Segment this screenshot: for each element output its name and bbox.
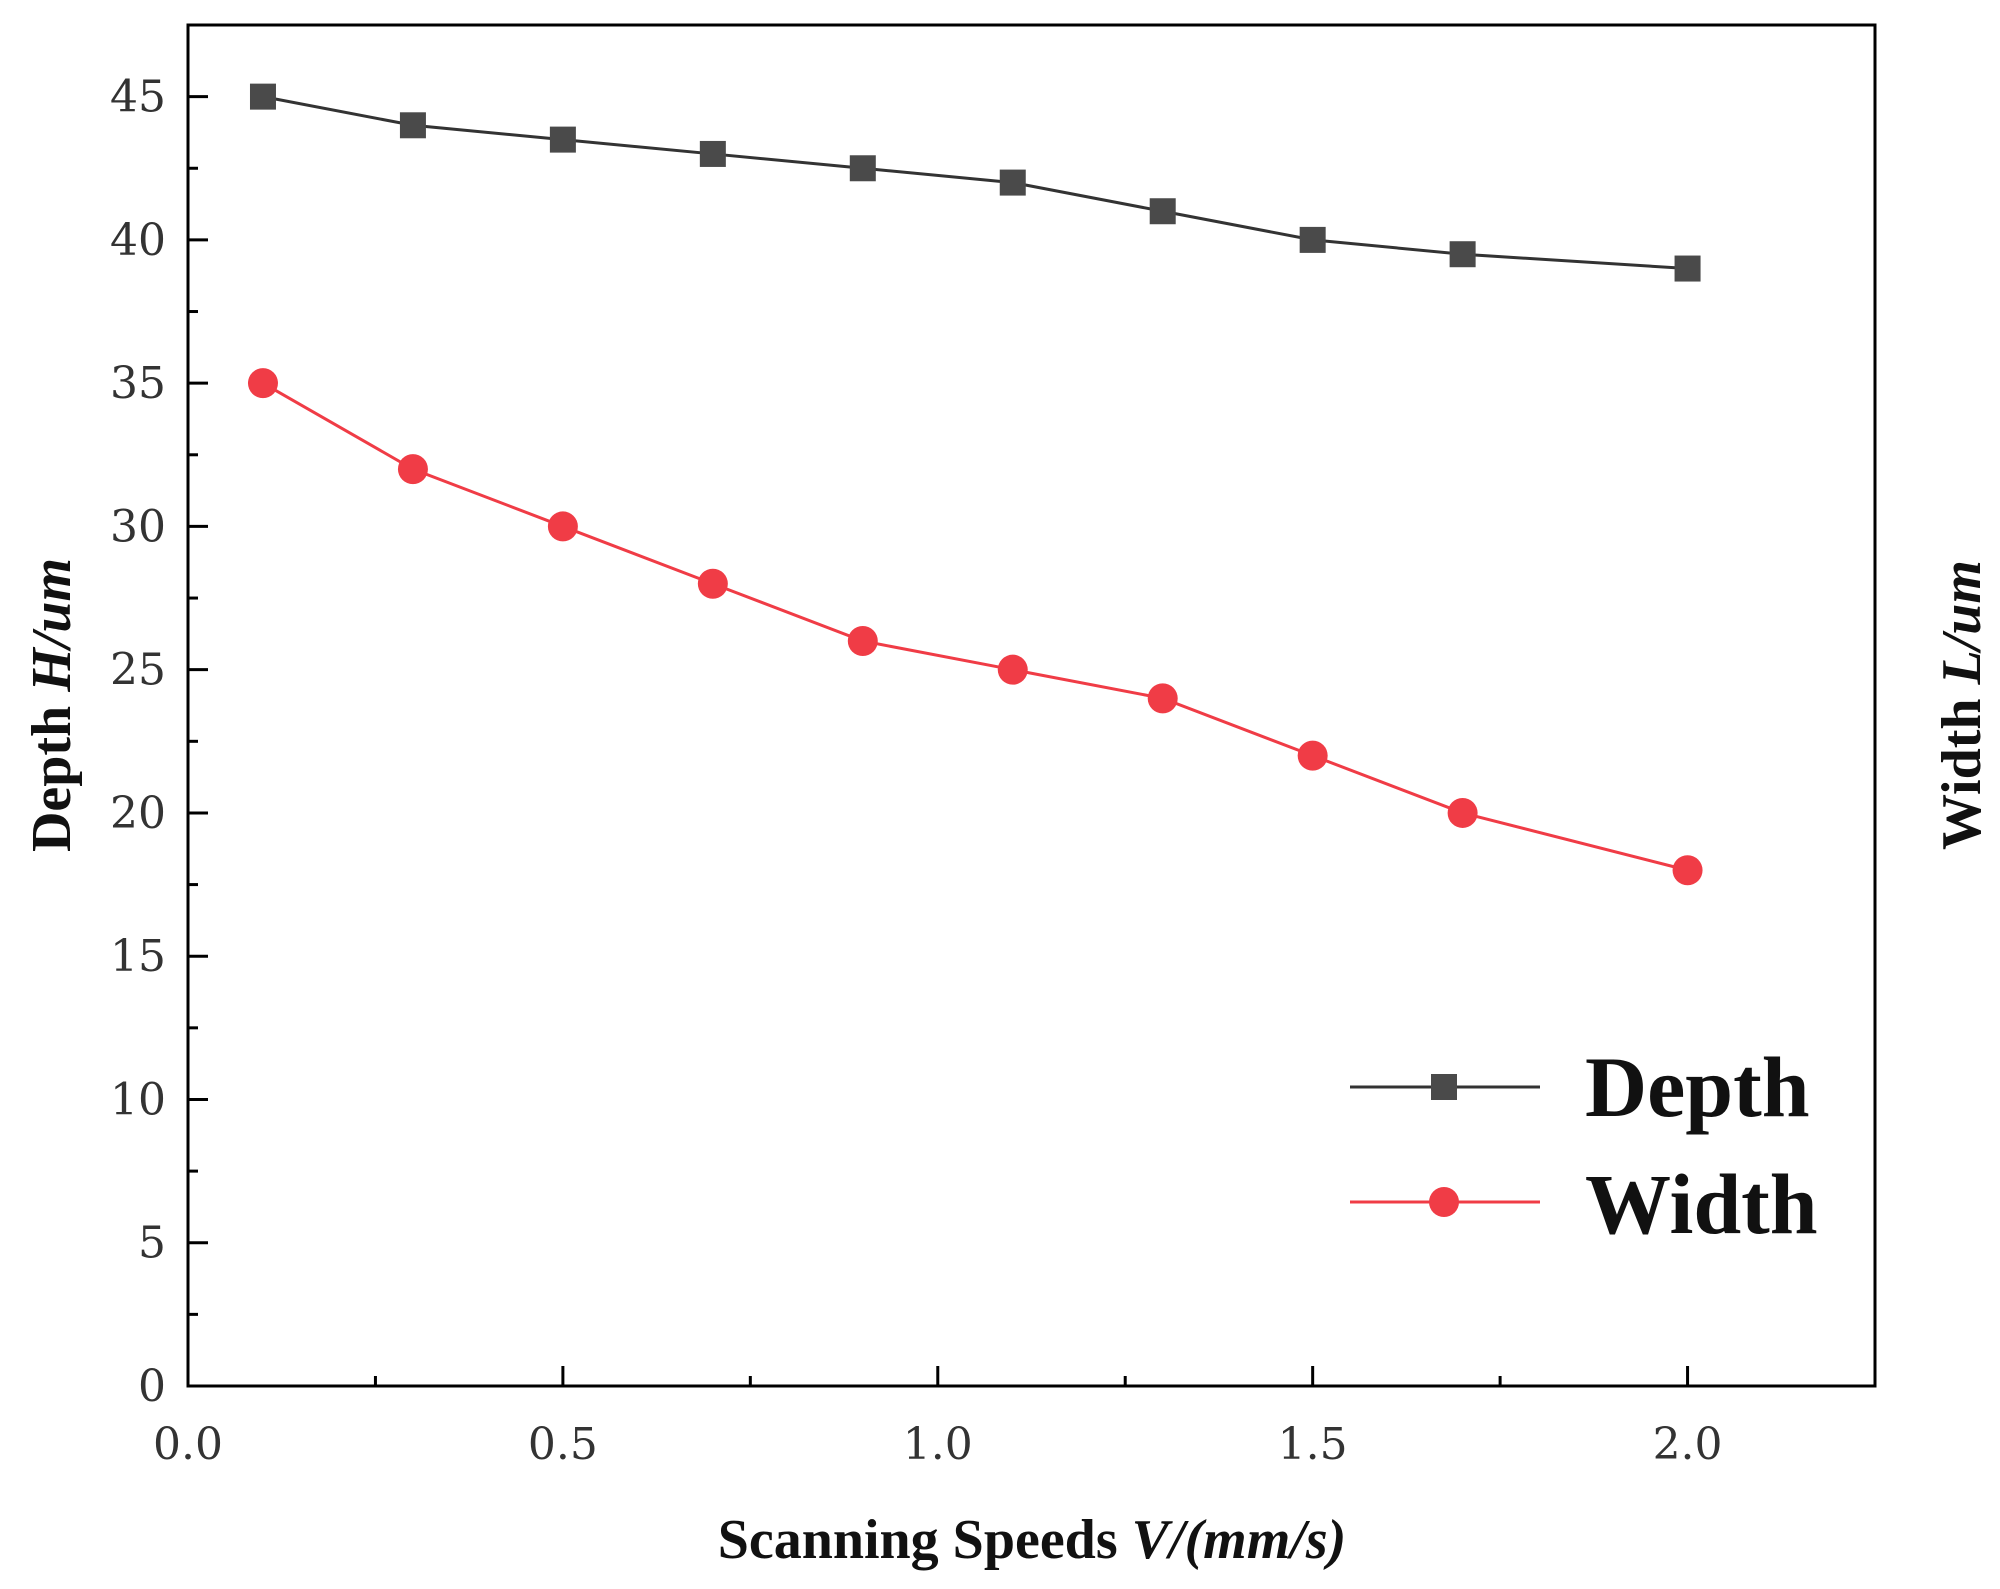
- width-point: [247, 368, 278, 399]
- depth-point: [699, 140, 726, 167]
- width-point: [397, 454, 428, 485]
- legend-depth-marker: [1431, 1074, 1457, 1100]
- width-point: [847, 626, 878, 657]
- legend-item-width: Width: [1350, 1156, 1818, 1252]
- depth-point: [1449, 241, 1476, 268]
- width-point: [697, 568, 728, 599]
- y-tick-label: 25: [110, 645, 166, 696]
- y-tick-label: 35: [110, 358, 166, 409]
- y-tick-label: 45: [110, 72, 166, 123]
- y-tick-label: 15: [110, 931, 166, 982]
- legend-width-marker: [1429, 1187, 1459, 1217]
- legend: Depth Width: [1350, 1039, 1818, 1252]
- y-axis-title: Depth H/um: [21, 558, 83, 852]
- x-tick-label: 0.5: [528, 1419, 598, 1470]
- width-point: [1447, 797, 1478, 828]
- width-point: [997, 654, 1028, 685]
- width-point: [1147, 683, 1178, 714]
- depth-point: [849, 155, 876, 182]
- x-axis-title: Scanning Speeds V/(mm/s): [718, 1509, 1347, 1571]
- depth-point: [399, 112, 426, 139]
- width-point: [547, 511, 578, 542]
- width-point: [1672, 855, 1703, 886]
- y-tick-label: 10: [110, 1074, 166, 1125]
- x-tick-label: 2.0: [1653, 1419, 1723, 1470]
- depth-point: [549, 126, 576, 153]
- width-point: [1297, 740, 1328, 771]
- y-tick-label: 0: [138, 1361, 166, 1412]
- width-series-line: [262, 381, 1688, 872]
- x-tick-label: 0.0: [153, 1419, 223, 1470]
- legend-width-label: Width: [1585, 1156, 1818, 1252]
- y-tick-label: 20: [110, 788, 166, 839]
- depth-point: [1674, 255, 1701, 282]
- y-tick-label: 5: [138, 1218, 166, 1269]
- depth-series-line: [262, 95, 1688, 271]
- legend-depth-label: Depth: [1585, 1039, 1810, 1135]
- depth-point: [1299, 226, 1326, 253]
- y-axis: 0 5 10 15 20 25 30 35 40 45: [110, 72, 208, 1412]
- y2-axis-title: Width L/um: [1931, 560, 1993, 850]
- y-tick-label: 30: [110, 501, 166, 552]
- legend-item-depth: Depth: [1350, 1039, 1810, 1135]
- plot-frame: [186, 23, 1877, 1388]
- depth-point: [249, 83, 276, 110]
- series-layer: [247, 83, 1703, 886]
- x-tick-label: 1.0: [903, 1419, 973, 1470]
- x-tick-label: 1.5: [1278, 1419, 1348, 1470]
- y-tick-label: 40: [110, 215, 166, 266]
- x-axis: 0.0 0.5 1.0 1.5 2.0: [153, 1366, 1723, 1470]
- depth-point: [1149, 198, 1176, 225]
- depth-point: [999, 169, 1026, 196]
